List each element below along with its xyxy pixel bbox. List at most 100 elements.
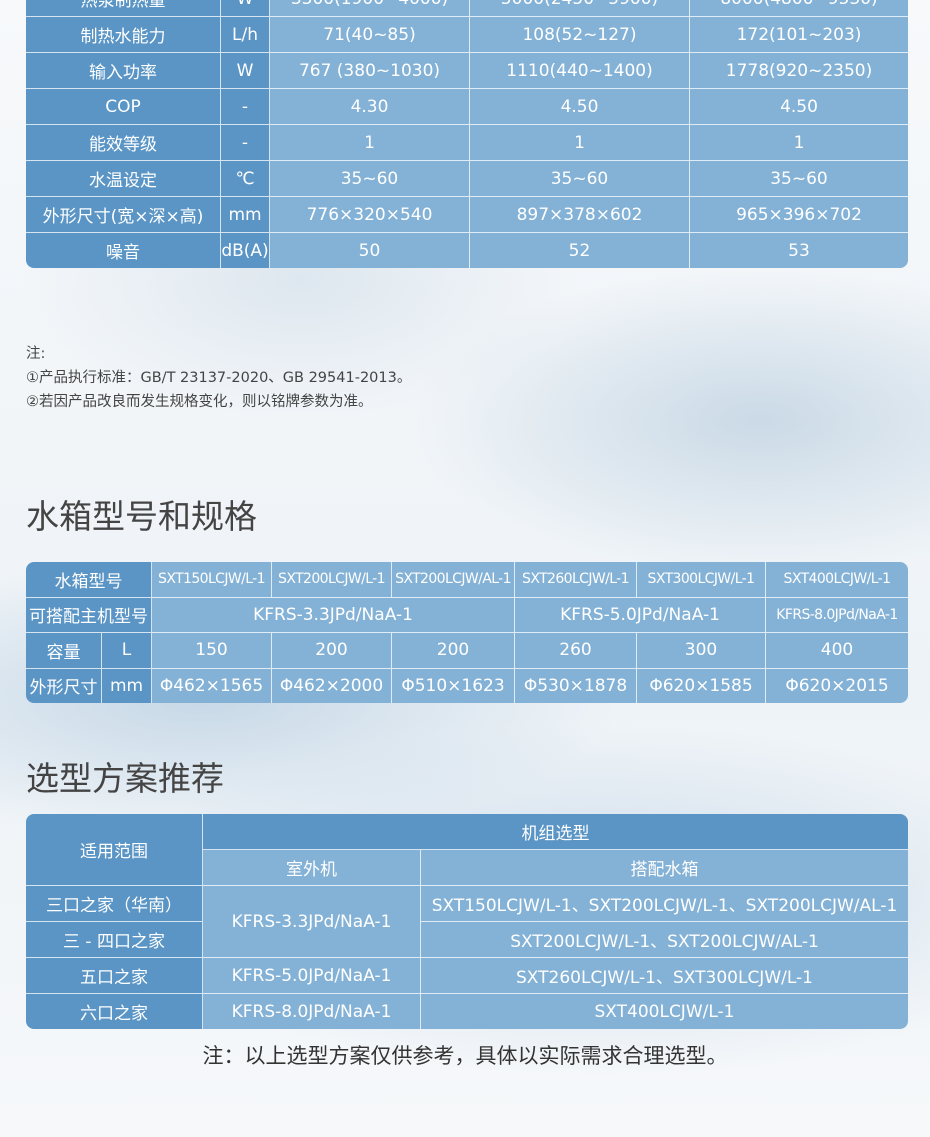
table-cell: Φ530×1878 bbox=[515, 668, 637, 703]
table-row: 容量 L 150 200 200 260 300 400 bbox=[26, 633, 908, 669]
table-cell: 1 bbox=[690, 125, 908, 161]
table-cell: SXT260LCJW/L-1 bbox=[515, 562, 637, 598]
table-cell: 1 bbox=[470, 125, 690, 161]
row-label: 噪音 bbox=[26, 233, 221, 268]
tank-spec-table: 水箱型号 SXT150LCJW/L-1 SXT200LCJW/L-1 SXT20… bbox=[26, 562, 908, 703]
note-item: ①产品执行标准：GB/T 23137-2020、GB 29541-2013。 bbox=[26, 370, 412, 386]
table-cell: SXT200LCJW/AL-1 bbox=[392, 562, 515, 598]
table-cell: 5000(2450~5900) bbox=[470, 0, 690, 17]
table-row: 输入功率 W 767 (380~1030) 1110(440~1400) 1778(92… bbox=[26, 53, 908, 89]
table-cell: 150 bbox=[152, 633, 272, 669]
outdoor-cell: KFRS-3.3JPd/NaA-1 bbox=[203, 886, 421, 958]
table-row: 外形尺寸(宽×深×高) mm 776×320×540 897×378×602 965×3… bbox=[26, 197, 908, 233]
scope-cell: 三 - 四口之家 bbox=[26, 922, 203, 958]
scope-cell: 三口之家（华南） bbox=[26, 886, 203, 922]
table-row: 制热水能力 L/h 71(40~85) 108(52~127) 172(101~203) bbox=[26, 17, 908, 53]
row-unit: ℃ bbox=[221, 161, 270, 197]
table-cell: SXT150LCJW/L-1 bbox=[152, 562, 272, 598]
table-cell: 200 bbox=[392, 633, 515, 669]
row-label: 容量 bbox=[26, 633, 102, 669]
table-cell: Φ620×2015 bbox=[766, 668, 908, 703]
notes-title: 注: bbox=[26, 346, 46, 362]
row-label: 可搭配主机型号 bbox=[26, 597, 152, 633]
table-row: 热泵制热量W3300(1900~4000)5000(2450~5900)8000… bbox=[26, 0, 908, 17]
table-cell: KFRS-5.0JPd/NaA-1 bbox=[515, 597, 766, 633]
table-row: 三 - 四口之家 SXT200LCJW/L-1、SXT200LCJW/AL-1 bbox=[26, 922, 908, 958]
row-unit: dB(A) bbox=[221, 233, 270, 268]
row-unit: W bbox=[221, 53, 270, 89]
row-unit: L bbox=[102, 633, 152, 669]
table-cell: Φ620×1585 bbox=[637, 668, 766, 703]
outdoor-cell: KFRS-8.0JPd/NaA-1 bbox=[203, 994, 421, 1029]
tank-section-heading: 水箱型号和规格 bbox=[26, 497, 257, 536]
table-row: 噪音 dB(A) 50 52 53 bbox=[26, 233, 908, 268]
table-row: 水温设定 ℃ 35~60 35~60 35~60 bbox=[26, 161, 908, 197]
note-item: ②若因产品改良而发生规格变化，则以铭牌参数为准。 bbox=[26, 394, 373, 410]
row-label: 制热水能力 bbox=[26, 17, 221, 53]
table-cell: 1 bbox=[270, 125, 470, 161]
table-cell: KFRS-3.3JPd/NaA-1 bbox=[152, 597, 515, 633]
scope-cell: 六口之家 bbox=[26, 994, 203, 1029]
table-cell: 172(101~203) bbox=[690, 17, 908, 53]
table-cell: 400 bbox=[766, 633, 908, 669]
row-unit: L/h bbox=[221, 17, 270, 53]
col-scope: 适用范围 bbox=[26, 814, 203, 886]
col-group: 机组选型 bbox=[203, 814, 908, 850]
table-cell: 35~60 bbox=[470, 161, 690, 197]
scope-cell: 五口之家 bbox=[26, 958, 203, 994]
row-label: 输入功率 bbox=[26, 53, 221, 89]
tank-cell: SXT200LCJW/L-1、SXT200LCJW/AL-1 bbox=[421, 922, 908, 958]
table-cell: 8000(4800~9530) bbox=[690, 0, 908, 17]
table-row: 水箱型号 SXT150LCJW/L-1 SXT200LCJW/L-1 SXT20… bbox=[26, 562, 908, 598]
row-label: 水箱型号 bbox=[26, 562, 152, 598]
table-row: 三口之家（华南） KFRS-3.3JPd/NaA-1 SXT150LCJW/L-… bbox=[26, 886, 908, 958]
table-cell: 4.30 bbox=[270, 89, 470, 125]
row-label: COP bbox=[26, 89, 221, 125]
table-row: 能效等级 -1 1 1 bbox=[26, 125, 908, 161]
col-tank: 搭配水箱 bbox=[421, 850, 908, 886]
table-cell: 50 bbox=[270, 233, 470, 268]
table-cell: 1110(440~1400) bbox=[470, 53, 690, 89]
selection-table: 适用范围 机组选型 室外机 搭配水箱 三口之家（华南） KFRS-3.3JPd/… bbox=[26, 814, 908, 1029]
tank-cell: SXT150LCJW/L-1、SXT200LCJW/L-1、SXT200LCJW… bbox=[421, 886, 908, 922]
table-row: 六口之家 KFRS-8.0JPd/NaA-1 SXT400LCJW/L-1 bbox=[26, 994, 908, 1029]
table-cell: 965×396×702 bbox=[690, 197, 908, 233]
table-cell: 52 bbox=[470, 233, 690, 268]
table-header-row: 室外机 搭配水箱 bbox=[26, 850, 908, 886]
tank-cell: SXT400LCJW/L-1 bbox=[421, 994, 908, 1029]
table-cell: 767 (380~1030) bbox=[270, 53, 470, 89]
table-cell: SXT200LCJW/L-1 bbox=[272, 562, 392, 598]
row-label: 能效等级 bbox=[26, 125, 221, 161]
row-label: 外形尺寸 bbox=[26, 668, 102, 703]
table-cell: 300 bbox=[637, 633, 766, 669]
table-cell: Φ462×2000 bbox=[272, 668, 392, 703]
table-row: 可搭配主机型号 KFRS-3.3JPd/NaA-1 KFRS-5.0JPd/Na… bbox=[26, 597, 908, 633]
table-cell: 776×320×540 bbox=[270, 197, 470, 233]
table-cell: 260 bbox=[515, 633, 637, 669]
table-cell: SXT400LCJW/L-1 bbox=[766, 562, 908, 598]
notes: 注: ①产品执行标准：GB/T 23137-2020、GB 29541-2013… bbox=[26, 342, 411, 414]
table-row: COP -4.30 4.50 4.50 bbox=[26, 89, 908, 125]
table-row: 五口之家 KFRS-5.0JPd/NaA-1 SXT260LCJW/L-1、SX… bbox=[26, 958, 908, 994]
table-cell: 4.50 bbox=[690, 89, 908, 125]
row-label: 水温设定 bbox=[26, 161, 221, 197]
spec-table: 热泵制热量W3300(1900~4000)5000(2450~5900)8000… bbox=[26, 0, 908, 268]
row-unit: W bbox=[221, 0, 270, 17]
table-cell: Φ462×1565 bbox=[152, 668, 272, 703]
table-cell: 108(52~127) bbox=[470, 17, 690, 53]
selection-footnote: 注：以上选型方案仅供参考，具体以实际需求合理选型。 bbox=[202, 1044, 728, 1068]
row-unit: - bbox=[221, 125, 270, 161]
table-cell: 35~60 bbox=[270, 161, 470, 197]
table-cell: 1778(920~2350) bbox=[690, 53, 908, 89]
row-unit: mm bbox=[221, 197, 270, 233]
table-cell: 200 bbox=[272, 633, 392, 669]
table-cell: 53 bbox=[690, 233, 908, 268]
table-cell: 71(40~85) bbox=[270, 17, 470, 53]
row-unit: mm bbox=[102, 668, 152, 703]
row-label: 热泵制热量 bbox=[26, 0, 221, 17]
table-cell: 4.50 bbox=[470, 89, 690, 125]
table-header-row: 适用范围 机组选型 bbox=[26, 814, 908, 886]
selection-section-heading: 选型方案推荐 bbox=[26, 759, 224, 798]
table-row: 外形尺寸 mm Φ462×1565 Φ462×2000 Φ510×1623 Φ5… bbox=[26, 668, 908, 703]
table-cell: Φ510×1623 bbox=[392, 668, 515, 703]
